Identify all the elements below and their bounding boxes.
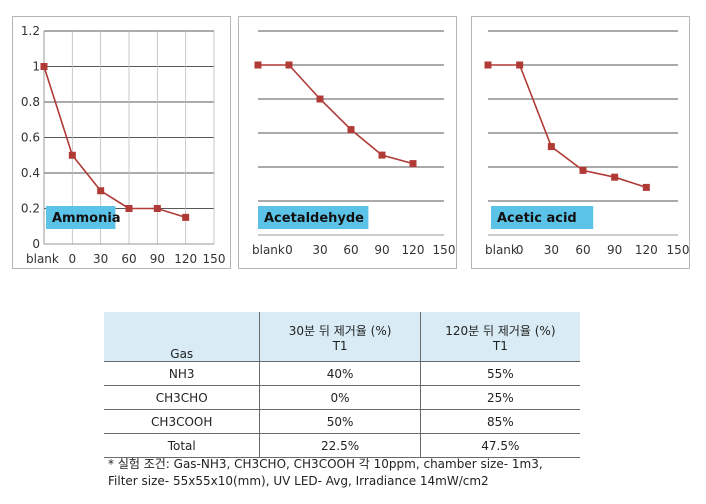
x-tick-label: 90: [374, 243, 389, 257]
row-120min: 47.5%: [419, 433, 580, 458]
y-tick-label: 1: [32, 60, 40, 74]
chart-frame: [12, 16, 231, 269]
row-30min: 0%: [259, 385, 421, 410]
row-gas: NH3: [104, 361, 260, 386]
x-tick-label: 0: [285, 243, 293, 257]
table-row: CH3CHO 0% 25%: [104, 385, 580, 410]
data-point: [254, 61, 262, 69]
x-tick-label: 120: [402, 243, 425, 257]
chart-annotation-box: [46, 206, 116, 229]
data-point: [97, 187, 105, 195]
x-tick-label: 30: [544, 243, 559, 257]
series-line: [258, 64, 414, 165]
data-point: [182, 213, 190, 221]
note-line-1: * 실험 조건: Gas-NH3, CH3CHO, CH3COOH 각 10pp…: [108, 457, 543, 471]
x-tick-label: 60: [343, 243, 358, 257]
x-tick-label: 120: [174, 252, 197, 266]
row-gas: Total: [104, 433, 260, 458]
chart-annotation-label: Acetic acid: [497, 211, 577, 226]
data-point: [579, 166, 587, 174]
data-point: [409, 160, 417, 168]
table-row: CH3COOH 50% 85%: [104, 409, 580, 434]
y-tick-label: 0.8: [21, 95, 40, 109]
x-tick-label: 150: [667, 243, 690, 257]
x-tick-label: 120: [635, 243, 658, 257]
x-tick-label: 60: [575, 243, 590, 257]
header-30min: 30분 뒤 제거율 (%): [259, 312, 421, 339]
data-point: [40, 63, 48, 70]
x-tick-label: blank: [26, 252, 59, 266]
data-point: [378, 151, 386, 159]
header-gas: Gas: [104, 312, 260, 362]
table-row: Total 22.5% 47.5%: [104, 433, 580, 458]
y-tick-label: 0.2: [21, 202, 40, 216]
chart-annotation-label: Acetaldehyde: [264, 211, 364, 226]
data-point: [285, 61, 293, 69]
data-point: [516, 61, 524, 69]
table-header-row: Gas 30분 뒤 제거율 (%) 120분 뒤 제거율 (%): [104, 312, 580, 362]
note-line-2: Filter size- 55x55x10(mm), UV LED- Avg, …: [108, 474, 489, 488]
data-point: [153, 205, 161, 212]
y-tick-label: 1.2: [21, 24, 40, 38]
x-tick-label: 150: [203, 252, 226, 266]
x-tick-label: 30: [93, 252, 108, 266]
row-gas: CH3CHO: [104, 385, 260, 410]
table-row: NH3 40% 55%: [104, 361, 580, 386]
removal-rate-table: Gas 30분 뒤 제거율 (%) 120분 뒤 제거율 (%) T1 T1 N…: [104, 312, 580, 458]
data-point: [68, 151, 76, 159]
row-120min: 85%: [419, 409, 580, 434]
row-30min: 40%: [259, 361, 421, 386]
x-tick-label: 60: [121, 252, 136, 266]
row-30min: 50%: [259, 409, 421, 434]
y-tick-label: 0.4: [21, 166, 40, 180]
table-subheader-row: T1 T1: [104, 339, 580, 362]
data-point: [547, 143, 555, 151]
x-tick-label: blank: [485, 243, 518, 257]
x-tick-label: 0: [69, 252, 77, 266]
subheader-120min: T1: [419, 339, 580, 362]
x-tick-label: 150: [433, 243, 456, 257]
chart-annotation-box: [258, 206, 369, 229]
y-tick-label: 0.6: [21, 131, 40, 145]
y-tick-label: 0: [32, 237, 40, 251]
x-tick-label: 90: [607, 243, 622, 257]
data-point: [484, 61, 492, 69]
experiment-note: * 실험 조건: Gas-NH3, CH3CHO, CH3COOH 각 10pp…: [108, 456, 628, 490]
data-point: [125, 205, 133, 212]
row-120min: 55%: [419, 361, 580, 386]
chart-annotation-label: Ammonia: [52, 211, 121, 226]
x-tick-label: 90: [150, 252, 165, 266]
chart-annotation-box: [491, 206, 594, 229]
row-30min: 22.5%: [259, 433, 421, 458]
x-tick-label: 0: [516, 243, 524, 257]
data-point: [611, 173, 619, 181]
x-tick-label: blank: [252, 243, 285, 257]
data-point: [347, 126, 355, 134]
chart-frame: [471, 16, 690, 269]
series-line: [43, 66, 186, 219]
series-line: [488, 64, 647, 189]
chart-frame: [238, 16, 457, 269]
row-120min: 25%: [419, 385, 580, 410]
data-point: [642, 183, 650, 191]
subheader-30min: T1: [259, 339, 421, 362]
x-tick-label: 30: [312, 243, 327, 257]
header-120min: 120분 뒤 제거율 (%): [419, 312, 580, 339]
row-gas: CH3COOH: [104, 409, 260, 434]
data-point: [316, 95, 324, 103]
